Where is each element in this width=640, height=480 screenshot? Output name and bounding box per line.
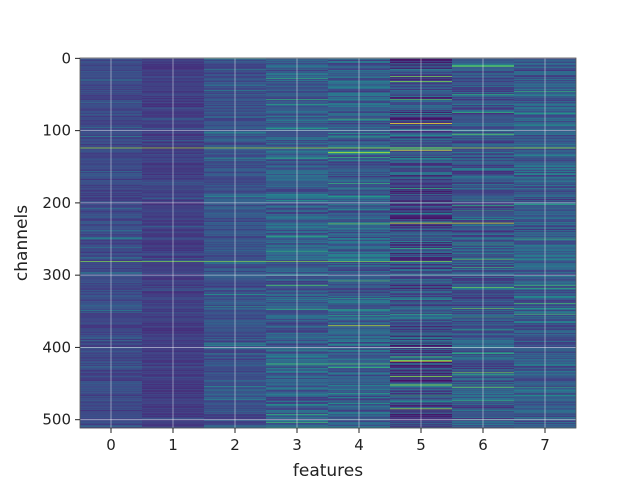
x-tick-label: 3 — [292, 436, 302, 454]
x-axis-label: features — [293, 461, 363, 480]
y-tick-label: 200 — [42, 194, 71, 212]
x-tick-label: 2 — [230, 436, 240, 454]
x-tick-label: 6 — [478, 436, 488, 454]
y-tick-label: 100 — [42, 122, 71, 140]
heatmap-cells — [80, 58, 576, 429]
x-tick-label: 5 — [416, 436, 426, 454]
plot-frame — [79, 57, 577, 429]
x-tick-label: 0 — [106, 436, 116, 454]
y-axis-label: channels — [12, 205, 32, 281]
y-tick-label: 500 — [42, 411, 71, 429]
x-tick-label: 7 — [540, 436, 550, 454]
y-axis-ticks: 0 100 200 300 400 500 — [42, 49, 80, 429]
x-tick-label: 4 — [354, 436, 364, 454]
y-tick-label: 0 — [61, 49, 71, 67]
y-tick-label: 400 — [42, 338, 71, 356]
y-tick-label: 300 — [42, 266, 71, 284]
x-tick-label: 1 — [168, 436, 178, 454]
heatmap-grid — [80, 57, 576, 428]
x-axis-ticks: 0 1 2 3 4 5 6 7 — [106, 428, 550, 454]
